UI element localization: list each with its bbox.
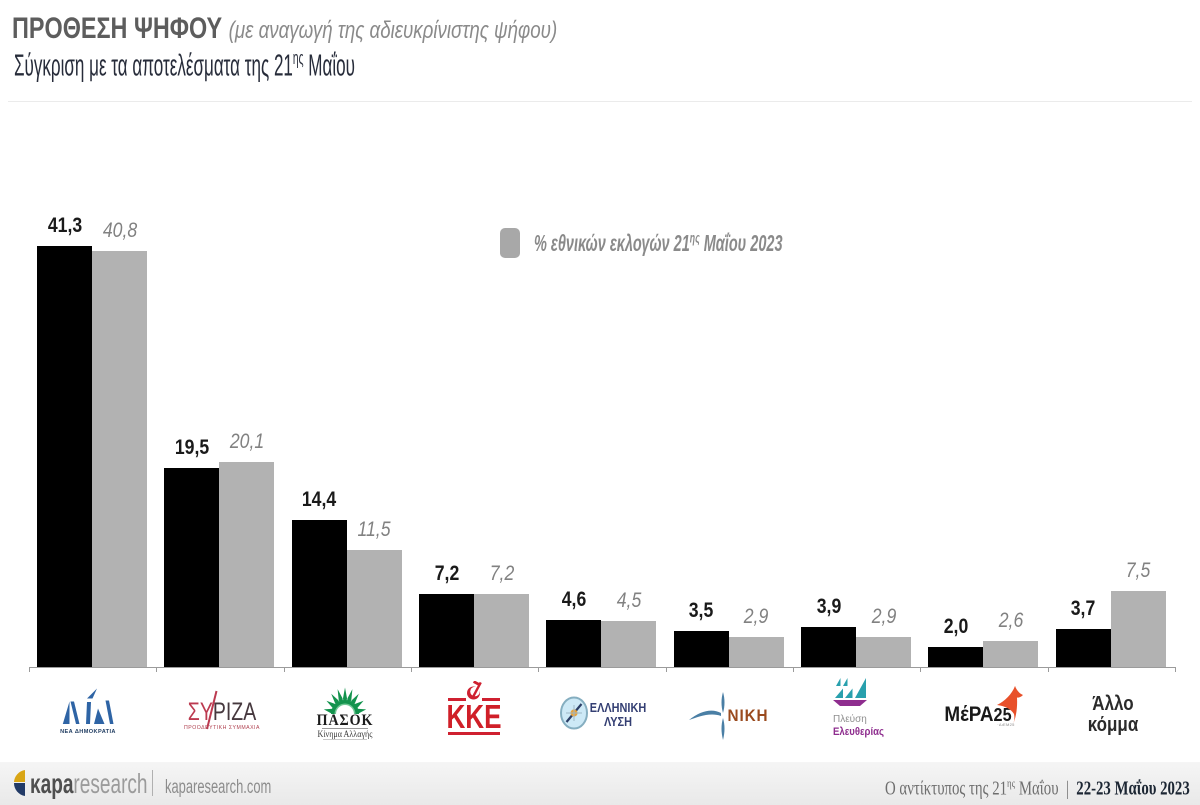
svg-text:ΝΕΑ ΔΗΜΟΚΡΑΤΙΑ: ΝΕΑ ΔΗΜΟΚΡΑΤΙΑ: [60, 729, 116, 735]
